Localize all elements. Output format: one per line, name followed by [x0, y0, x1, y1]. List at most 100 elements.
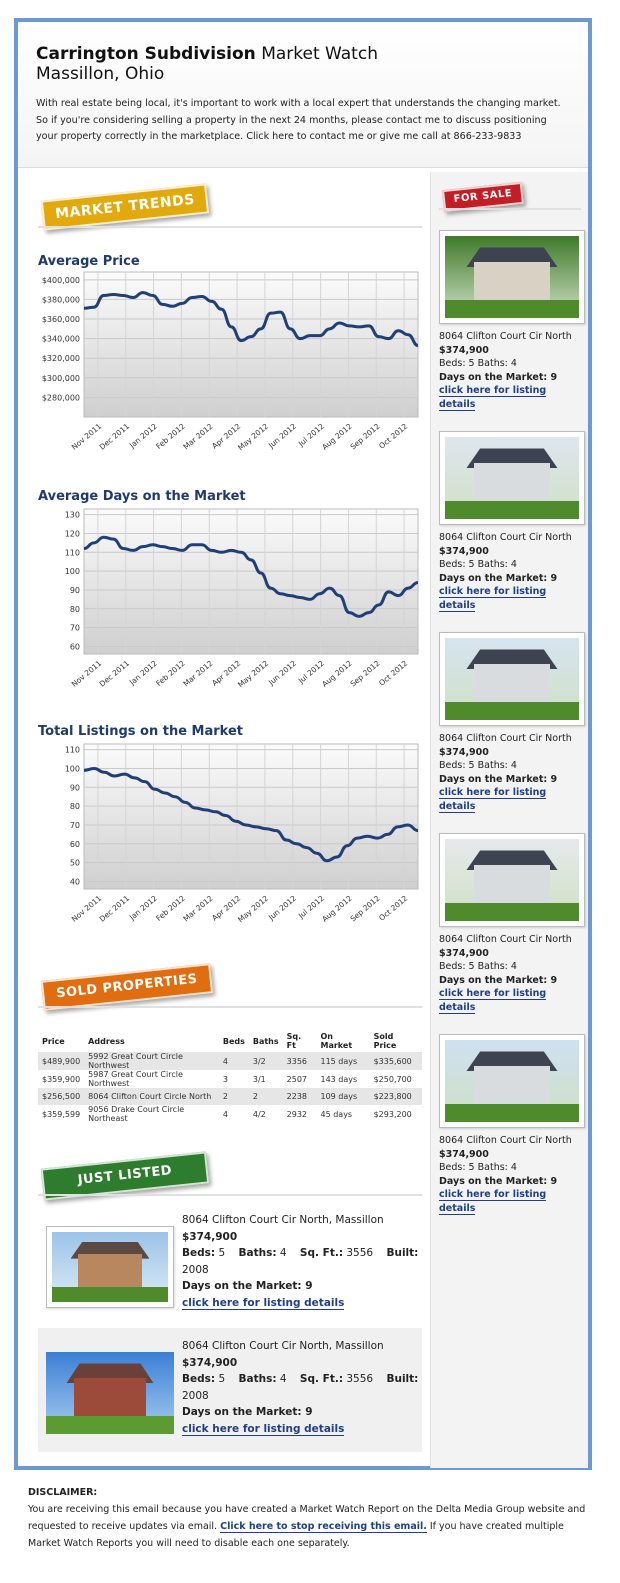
- table-cell: $359,900: [42, 1074, 81, 1084]
- table-row: $489,900 5992 Great Court Circle Northwes…: [38, 1052, 422, 1070]
- listing-beds-baths: Beds: 5 Baths: 4: [439, 358, 517, 369]
- x-tick-label: Dec 2011: [98, 893, 132, 923]
- y-tick-label: 50: [70, 859, 80, 868]
- listing-price: $374,900: [182, 1230, 238, 1243]
- table-cell: 4: [218, 1052, 249, 1070]
- listing-days-on-market: Days on the Market: 9: [439, 974, 558, 986]
- listing-details-link[interactable]: click here for listing details: [439, 787, 547, 813]
- chart-title: Average Price: [38, 254, 140, 269]
- unsubscribe-link[interactable]: Click here to stop receiving this email.: [220, 1521, 427, 1533]
- y-tick-label: 60: [70, 642, 80, 651]
- listing-price: $374,900: [182, 1356, 238, 1369]
- x-tick-label: Aug 2012: [320, 658, 354, 688]
- x-tick-label: Mar 2012: [181, 893, 214, 923]
- x-tick-label: Oct 2012: [377, 422, 409, 451]
- y-tick-label: 80: [70, 605, 80, 614]
- table-cell: 4: [222, 1109, 228, 1119]
- for-sale-listing: 8064 Clifton Court Cir North $374,900 Be…: [439, 632, 585, 813]
- x-tick-label: Dec 2011: [98, 421, 132, 451]
- x-tick-label: Jun 2012: [266, 421, 298, 450]
- divider: [38, 1194, 422, 1196]
- x-tick-label: Nov 2011: [70, 893, 104, 923]
- x-tick-label: Jun 2012: [266, 893, 298, 922]
- x-tick-label: Oct 2012: [377, 894, 409, 923]
- y-tick-label: $400,000: [42, 276, 80, 285]
- plot-area: [83, 508, 419, 655]
- listing-photo[interactable]: [439, 632, 585, 726]
- y-tick-label: 90: [70, 783, 80, 792]
- disclaimer-heading: DISCLAIMER:: [28, 1487, 98, 1498]
- sold-properties-table: Price Address Beds Baths Sq. Ft On Market Sold…: [38, 1030, 422, 1123]
- table-cell: $359,599: [42, 1109, 81, 1119]
- listing-photo[interactable]: [46, 1352, 174, 1434]
- table-row: $359,599 9056 Drake Court Circle Northeas…: [38, 1105, 422, 1123]
- intro-text[interactable]: With real estate being local, it's impor…: [36, 98, 561, 142]
- for-sale-listing: 8064 Clifton Court Cir North $374,900 Be…: [439, 230, 585, 411]
- listing-days-on-market: Days on the Market: 9: [439, 773, 558, 785]
- market-trends-badge: MARKET TRENDS: [40, 183, 210, 231]
- y-tick-label: 70: [70, 821, 80, 830]
- disclaimer: DISCLAIMER: You are receiving this email…: [28, 1484, 598, 1552]
- y-tick-label: 90: [70, 586, 80, 595]
- listing-details-link[interactable]: click here for listing details: [182, 1422, 345, 1436]
- y-tick-label: 130: [65, 511, 80, 520]
- listing-details-link[interactable]: click here for listing details: [182, 1296, 345, 1310]
- listing-photo[interactable]: [46, 1226, 174, 1308]
- listing-photo[interactable]: [439, 230, 585, 324]
- y-tick-label: 70: [70, 624, 80, 633]
- table-cell: 2507: [286, 1074, 307, 1084]
- just-listed-item: 8064 Clifton Court Cir North, Massillon …: [38, 1212, 422, 1322]
- listing-photo[interactable]: [439, 1034, 585, 1128]
- listing-days-on-market: Days on the Market: 9: [439, 572, 558, 584]
- listing-days-on-market: Days on the Market: 9: [182, 1406, 313, 1418]
- table-cell: 9056 Drake Court Circle Northeast: [88, 1105, 185, 1123]
- listing-beds-baths: Beds: 5 Baths: 4: [439, 961, 517, 972]
- listing-specs: Beds: 5 Baths: 4 Sq. Ft.: 3556 Built: 20…: [182, 1247, 419, 1276]
- x-tick-label: Sep 2012: [348, 421, 381, 451]
- listing-photo[interactable]: [439, 431, 585, 525]
- listing-days-on-market: Days on the Market: 9: [439, 371, 558, 383]
- x-tick-label: May 2012: [236, 421, 270, 452]
- listing-details-link[interactable]: click here for listing details: [439, 385, 547, 411]
- listing-days-on-market: Days on the Market: 9: [439, 1175, 558, 1187]
- table-cell: $250,700: [373, 1074, 412, 1084]
- table-cell: 2: [218, 1088, 249, 1105]
- listing-address: 8064 Clifton Court Cir North, Massillon: [182, 1340, 384, 1352]
- listing-details-link[interactable]: click here for listing details: [439, 586, 547, 612]
- y-tick-label: 110: [65, 548, 80, 557]
- y-tick-label: 100: [65, 764, 80, 773]
- y-tick-label: 100: [65, 567, 80, 576]
- for-sale-listing: 8064 Clifton Court Cir North $374,900 Be…: [439, 431, 585, 612]
- table-cell: 2932: [286, 1109, 307, 1119]
- x-tick-label: Mar 2012: [181, 421, 214, 451]
- x-tick-label: Jun 2012: [266, 658, 298, 687]
- x-tick-label: Sep 2012: [348, 893, 381, 923]
- newsletter-frame: Carrington Subdivision Market Watch Mass…: [14, 18, 592, 1470]
- listing-address: 8064 Clifton Court Cir North: [439, 934, 572, 945]
- x-tick-label: Nov 2011: [70, 421, 104, 451]
- series-line: [83, 535, 419, 618]
- listing-details-link[interactable]: click here for listing details: [439, 988, 547, 1014]
- y-tick-label: 120: [65, 529, 80, 538]
- sold-properties-badge: SOLD PROPERTIES: [40, 963, 214, 1011]
- table-cell: 4/2: [252, 1109, 266, 1119]
- table-cell: $293,200: [373, 1109, 412, 1119]
- listing-beds-baths: Beds: 5 Baths: 4: [439, 760, 517, 771]
- y-tick-label: 110: [65, 746, 80, 755]
- listing-details-link[interactable]: click here for listing details: [439, 1189, 547, 1215]
- listing-address: 8064 Clifton Court Cir North: [439, 1135, 572, 1146]
- y-tick-label: 80: [70, 802, 80, 811]
- listing-price: $374,900: [439, 344, 489, 356]
- table-row: $359,900 5987 Great Court Circle Northwes…: [38, 1070, 422, 1088]
- listing-photo[interactable]: [439, 833, 585, 927]
- x-tick-label: Jan 2012: [127, 659, 159, 688]
- chart-title: Total Listings on the Market: [38, 724, 243, 739]
- listing-address: 8064 Clifton Court Cir North, Massillon: [182, 1214, 384, 1226]
- x-tick-label: Oct 2012: [377, 659, 409, 688]
- listing-beds-baths: Beds: 5 Baths: 4: [439, 559, 517, 570]
- divider: [38, 226, 422, 228]
- listing-address: 8064 Clifton Court Cir North: [439, 331, 572, 342]
- series-line: [83, 766, 419, 863]
- table-row: $256,500 8064 Clifton Court Circle North 2…: [38, 1088, 422, 1105]
